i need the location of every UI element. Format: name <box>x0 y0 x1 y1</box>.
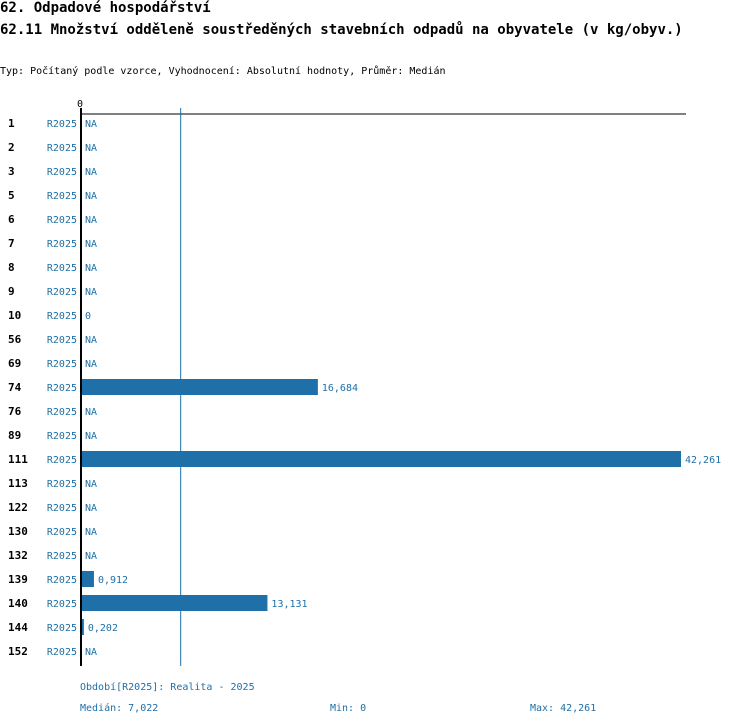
period-label: R2025 <box>47 647 77 658</box>
category-label: 113 <box>8 477 28 490</box>
data-label: NA <box>85 527 97 538</box>
category-label: 144 <box>8 621 28 634</box>
data-label: 16,684 <box>322 383 358 394</box>
data-label: NA <box>85 551 97 562</box>
footer-period: Období[R2025]: Realita - 2025 <box>80 682 255 693</box>
data-label: NA <box>85 167 97 178</box>
data-label: NA <box>85 287 97 298</box>
bar <box>81 619 84 635</box>
footer-min: Min: 0 <box>330 703 367 714</box>
period-label: R2025 <box>47 431 77 442</box>
type-line: Typ: Počítaný podle vzorce, Vyhodnocení:… <box>0 66 446 77</box>
data-label: 42,261 <box>685 455 721 466</box>
category-label: 76 <box>8 405 22 418</box>
data-label: NA <box>85 647 97 658</box>
data-label: NA <box>85 239 97 250</box>
period-label: R2025 <box>47 263 77 274</box>
period-label: R2025 <box>47 407 77 418</box>
bar <box>81 571 94 587</box>
indicator-title: 62.11 Množství odděleně soustředěných st… <box>0 22 683 38</box>
category-label: 139 <box>8 573 28 586</box>
bar <box>81 595 268 611</box>
axis-tick-label: 0 <box>77 99 83 110</box>
category-label: 6 <box>8 213 15 226</box>
data-label: NA <box>85 431 97 442</box>
data-label: NA <box>85 359 97 370</box>
period-label: R2025 <box>47 575 77 586</box>
category-label: 74 <box>8 381 22 394</box>
period-label: R2025 <box>47 359 77 370</box>
data-label: NA <box>85 215 97 226</box>
data-label: NA <box>85 479 97 490</box>
category-label: 3 <box>8 165 15 178</box>
period-label: R2025 <box>47 599 77 610</box>
data-label: NA <box>85 407 97 418</box>
data-label: NA <box>85 191 97 202</box>
category-label: 69 <box>8 357 21 370</box>
period-label: R2025 <box>47 527 77 538</box>
category-label: 1 <box>8 117 15 130</box>
period-label: R2025 <box>47 119 77 130</box>
data-label: NA <box>85 143 97 154</box>
period-label: R2025 <box>47 311 77 322</box>
period-label: R2025 <box>47 503 77 514</box>
data-label: NA <box>85 263 97 274</box>
period-label: R2025 <box>47 143 77 154</box>
bar-chart: 0 1 R2025 NA 2 R2025 NA 3 R2025 NA 5 R2025 NA 6 R2025 N… <box>8 99 721 666</box>
period-label: R2025 <box>47 191 77 202</box>
data-label: 13,131 <box>271 599 307 610</box>
footer-median: Medián: 7,022 <box>80 703 159 714</box>
category-label: 132 <box>8 549 28 562</box>
period-label: R2025 <box>47 287 77 298</box>
data-label: NA <box>85 119 97 130</box>
period-label: R2025 <box>47 455 77 466</box>
footer-max: Max: 42,261 <box>530 703 597 714</box>
category-label: 122 <box>8 501 28 514</box>
period-label: R2025 <box>47 167 77 178</box>
category-label: 2 <box>8 141 15 154</box>
category-label: 89 <box>8 429 21 442</box>
period-label: R2025 <box>47 383 77 394</box>
bar <box>81 451 681 467</box>
period-label: R2025 <box>47 479 77 490</box>
period-label: R2025 <box>47 623 77 634</box>
data-label: 0 <box>85 311 91 322</box>
period-label: R2025 <box>47 335 77 346</box>
data-label: 0,202 <box>88 623 118 634</box>
category-label: 140 <box>8 597 28 610</box>
page-title: 62. Odpadové hospodářství <box>0 0 211 16</box>
category-label: 8 <box>8 261 15 274</box>
category-label: 10 <box>8 309 21 322</box>
category-label: 130 <box>8 525 28 538</box>
category-label: 5 <box>8 189 15 202</box>
period-label: R2025 <box>47 215 77 226</box>
bar <box>81 379 318 395</box>
category-label: 9 <box>8 285 15 298</box>
data-label: NA <box>85 335 97 346</box>
period-label: R2025 <box>47 239 77 250</box>
category-label: 7 <box>8 237 15 250</box>
category-label: 56 <box>8 333 22 346</box>
data-label: 0,912 <box>98 575 128 586</box>
category-label: 111 <box>8 453 28 466</box>
period-label: R2025 <box>47 551 77 562</box>
data-label: NA <box>85 503 97 514</box>
category-label: 152 <box>8 645 28 658</box>
